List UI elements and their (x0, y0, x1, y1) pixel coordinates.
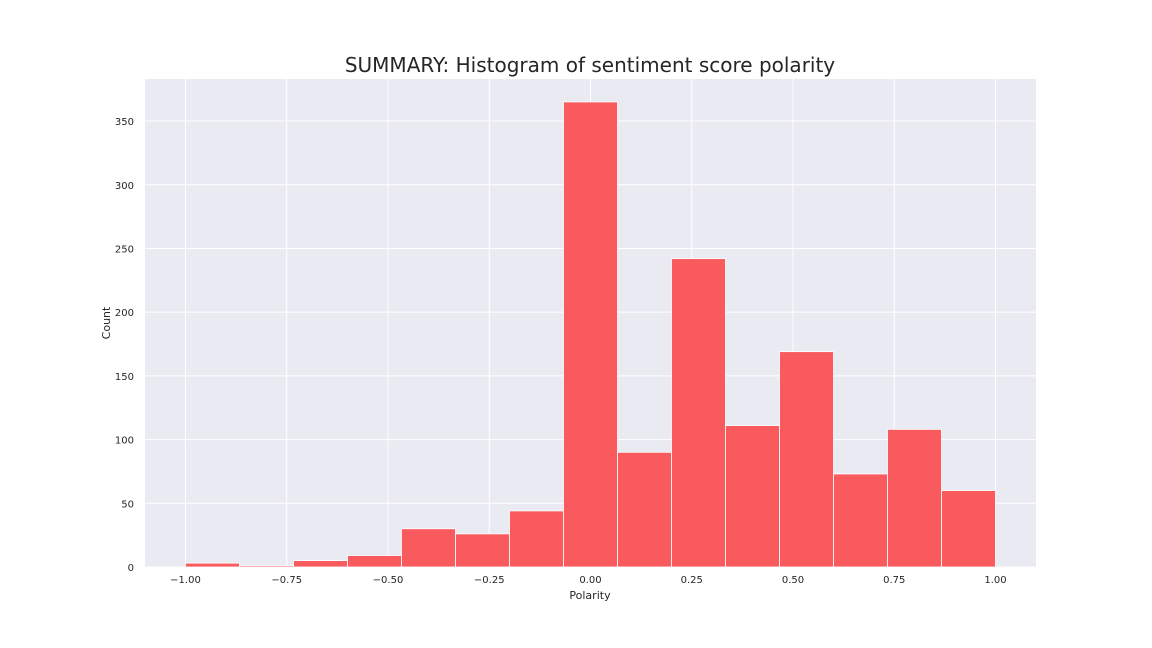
y-tick-label-5: 250 (115, 244, 134, 255)
x-tick-label-2: −0.50 (373, 575, 404, 586)
x-tick-label-1: −0.75 (271, 575, 302, 586)
y-tick-label-7: 350 (115, 117, 134, 128)
x-tick-label-7: 0.75 (883, 575, 905, 586)
histogram-bar-0 (185, 562, 240, 568)
histogram-bar-8 (617, 451, 672, 568)
histogram-bar-2 (293, 560, 348, 568)
y-tick-label-6: 300 (115, 181, 134, 192)
histogram-bar-9 (671, 258, 726, 568)
x-tick-label-3: −0.25 (474, 575, 505, 586)
y-axis-label: Count (100, 306, 113, 339)
histogram-bar-6 (509, 510, 564, 568)
x-axis-label: Polarity (569, 589, 611, 602)
histogram-bar-5 (455, 533, 510, 568)
histogram-bar-3 (347, 555, 402, 568)
x-tick-label-5: 0.25 (681, 575, 703, 586)
histogram-bar-4 (401, 528, 456, 568)
x-axis-ticks: −1.00 −0.75 −0.50 −0.25 0.00 0.25 0.50 0.75 1.00 (170, 575, 1006, 586)
histogram-bar-7 (563, 101, 618, 568)
y-tick-label-3: 150 (115, 372, 134, 383)
y-tick-label-2: 100 (115, 436, 134, 447)
histogram-bars (185, 101, 996, 568)
histogram-bar-13 (887, 428, 942, 568)
x-tick-label-8: 1.00 (984, 575, 1006, 586)
y-axis-ticks: 0 50 100 150 200 250 300 350 (115, 117, 134, 574)
histogram-bar-10 (725, 425, 780, 568)
y-tick-label-1: 50 (121, 499, 134, 510)
x-tick-label-0: −1.00 (170, 575, 201, 586)
histogram-bar-1 (239, 565, 294, 568)
y-tick-label-0: 0 (128, 563, 134, 574)
histogram-bar-11 (779, 351, 834, 568)
chart-title: SUMMARY: Histogram of sentiment score po… (345, 53, 835, 77)
x-tick-label-4: 0.00 (579, 575, 601, 586)
y-tick-label-4: 200 (115, 308, 134, 319)
histogram-bar-14 (941, 490, 996, 568)
x-tick-label-6: 0.50 (782, 575, 804, 586)
histogram-bar-12 (833, 473, 888, 568)
